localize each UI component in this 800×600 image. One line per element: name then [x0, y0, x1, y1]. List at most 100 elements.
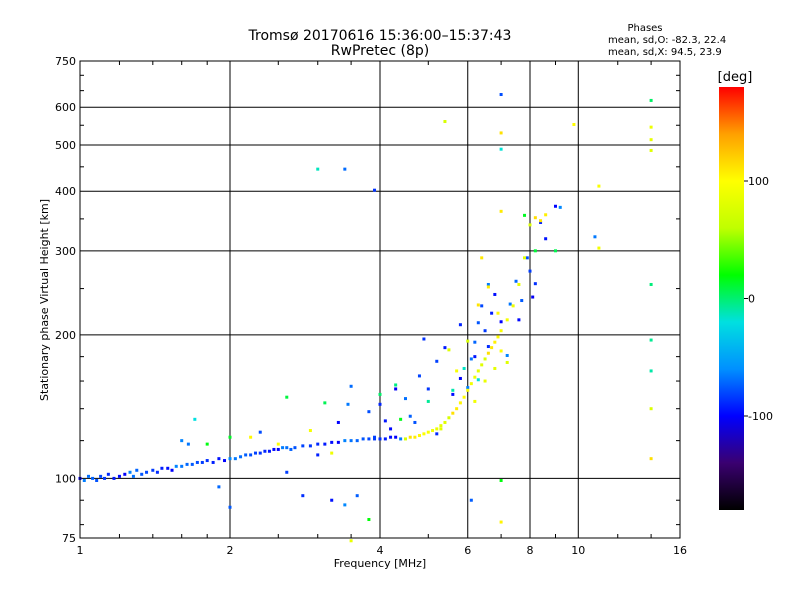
data-point [383, 437, 387, 441]
colorbar-label: [deg] [718, 70, 753, 85]
data-point [533, 216, 537, 220]
data-point [544, 213, 548, 217]
data-point [483, 329, 487, 333]
data-point [403, 437, 407, 441]
data-point [349, 439, 353, 443]
data-point [103, 476, 107, 480]
data-point [91, 476, 95, 480]
data-point [253, 451, 257, 455]
data-point [166, 466, 170, 470]
data-point [649, 407, 653, 411]
data-point [413, 420, 417, 424]
data-point [426, 430, 430, 434]
y-tick-label: 400 [55, 185, 76, 198]
data-point [86, 474, 90, 478]
data-point [483, 379, 487, 383]
data-point [135, 468, 139, 472]
data-point [476, 378, 480, 382]
colorbar [719, 87, 744, 510]
data-point [597, 246, 601, 250]
data-point [289, 447, 293, 451]
data-point [462, 395, 466, 399]
data-point [458, 323, 462, 327]
data-point [476, 369, 480, 373]
data-point [249, 435, 253, 439]
y-tick-label: 600 [55, 101, 76, 114]
data-point [355, 494, 359, 498]
data-point [593, 235, 597, 239]
x-tick-label: 4 [377, 544, 384, 557]
data-point [316, 453, 320, 457]
data-point [649, 148, 653, 152]
data-point [128, 470, 132, 474]
data-point [276, 447, 280, 451]
data-point [649, 338, 653, 342]
data-point [499, 349, 503, 353]
data-point [649, 282, 653, 286]
data-point [525, 256, 529, 260]
data-point [558, 205, 562, 209]
data-point [378, 402, 382, 406]
data-point [276, 442, 280, 446]
data-point [422, 432, 426, 436]
data-point [439, 427, 443, 431]
data-point [499, 131, 503, 135]
data-point [408, 414, 412, 418]
data-point [272, 447, 276, 451]
data-point [349, 539, 353, 543]
data-point [383, 419, 387, 423]
x-axis-ticks: 1 2 4 6 8 10 16 [77, 61, 687, 557]
x-tick-label: 8 [527, 544, 534, 557]
data-point [151, 468, 155, 472]
data-point [308, 429, 312, 433]
data-point [389, 435, 393, 439]
data-point [228, 505, 232, 509]
data-point [490, 311, 494, 315]
data-point [330, 498, 334, 502]
data-point [447, 416, 451, 420]
data-point [223, 459, 227, 463]
y-tick-label: 100 [55, 472, 76, 485]
data-point [394, 383, 398, 387]
data-point [528, 269, 532, 273]
data-point [486, 345, 490, 349]
data-point [205, 442, 209, 446]
data-point [514, 279, 518, 283]
data-point [205, 459, 209, 463]
data-point [466, 386, 470, 390]
data-point [123, 472, 127, 476]
chart-title: Tromsø 20170616 15:36:00–15:37:43 [248, 28, 512, 44]
data-point [336, 440, 340, 444]
y-tick-label: 300 [55, 245, 76, 258]
data-point [343, 167, 347, 171]
y-axis-ticks: 75 100 200 300 400 500 600 750 [55, 55, 680, 545]
data-point [285, 470, 289, 474]
data-point [343, 439, 347, 443]
data-point [649, 457, 653, 461]
data-point [435, 427, 439, 431]
data-point [180, 464, 184, 468]
data-point [422, 337, 426, 341]
data-point [330, 451, 334, 455]
data-point [486, 351, 490, 355]
data-point [528, 223, 532, 227]
data-point [431, 429, 435, 433]
data-point [480, 363, 484, 367]
data-point [493, 292, 497, 296]
y-tick-label: 200 [55, 329, 76, 342]
data-point [539, 219, 543, 223]
data-point [343, 503, 347, 507]
data-point [233, 457, 237, 461]
data-point [466, 339, 470, 343]
data-point [95, 478, 99, 482]
data-point [493, 340, 497, 344]
data-point [466, 388, 470, 392]
y-tick-label: 500 [55, 139, 76, 152]
data-point [458, 376, 462, 380]
data-point [517, 282, 521, 286]
data-point [174, 464, 178, 468]
data-point [597, 184, 601, 188]
data-point [496, 335, 500, 339]
colorbar-tick-label: 0 [748, 293, 755, 306]
data-point [426, 387, 430, 391]
